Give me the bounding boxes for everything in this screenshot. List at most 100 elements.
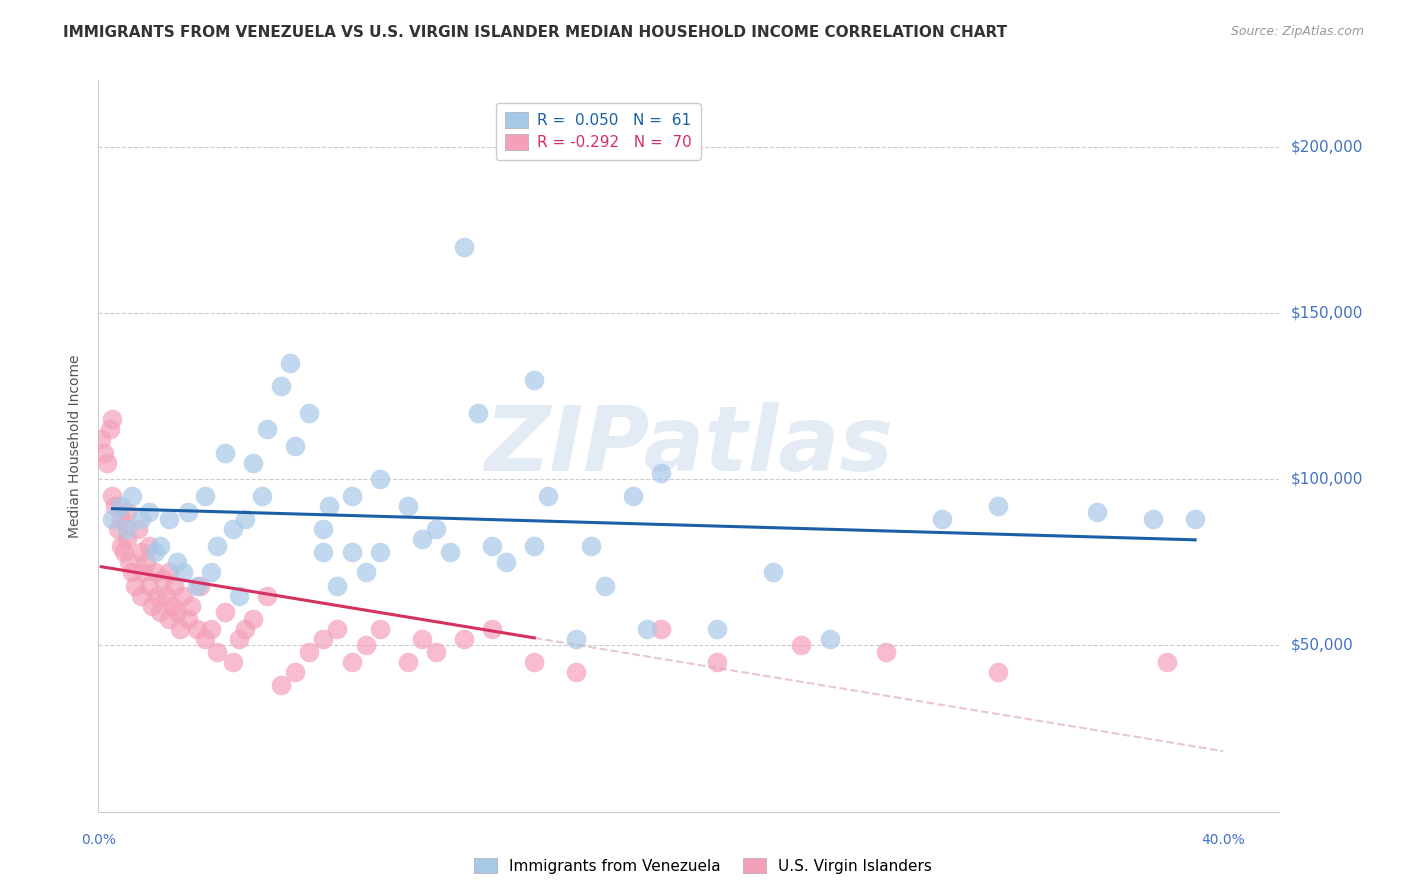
Point [222,655,245,669]
Point [200,566,222,580]
Point [453,632,475,646]
Point [593,579,616,593]
Point [481,622,503,636]
Point [118,555,141,569]
Point [354,566,377,580]
Point [411,632,433,646]
Point [875,645,897,659]
Point [186,622,208,636]
Text: $200,000: $200,000 [1291,139,1362,154]
Point [115,522,138,536]
Point [149,539,172,553]
Point [143,566,166,580]
Point [160,599,183,613]
Point [495,555,517,569]
Point [706,655,728,669]
Legend: Immigrants from Venezuela, U.S. Virgin Islanders: Immigrants from Venezuela, U.S. Virgin I… [468,852,938,880]
Point [396,499,419,513]
Point [101,489,124,503]
Point [1156,655,1178,669]
Point [987,665,1010,679]
Point [141,599,163,613]
Point [157,566,180,580]
Point [124,579,146,593]
Point [101,412,124,426]
Text: ZIPatlas: ZIPatlas [485,402,893,490]
Point [200,622,222,636]
Point [90,433,112,447]
Point [132,566,155,580]
Point [205,539,228,553]
Point [326,622,349,636]
Point [233,512,256,526]
Point [523,372,546,386]
Point [256,422,278,436]
Point [621,489,644,503]
Y-axis label: Median Household Income: Median Household Income [69,354,83,538]
Point [194,632,217,646]
Point [340,655,363,669]
Point [1085,506,1108,520]
Point [129,589,152,603]
Point [1184,512,1206,526]
Point [143,545,166,559]
Point [177,506,200,520]
Point [340,545,363,559]
Point [270,379,292,393]
Point [298,406,321,420]
Point [228,632,250,646]
Point [396,655,419,669]
Point [138,539,160,553]
Point [129,545,152,559]
Text: $50,000: $50,000 [1291,638,1354,653]
Legend: R =  0.050   N =  61, R = -0.292   N =  70: R = 0.050 N = 61, R = -0.292 N = 70 [496,103,702,160]
Point [818,632,841,646]
Point [214,605,236,619]
Point [121,566,143,580]
Point [172,589,194,603]
Point [101,512,124,526]
Point [453,239,475,253]
Point [312,545,335,559]
Point [166,555,188,569]
Point [425,522,447,536]
Point [636,622,658,636]
Point [121,489,143,503]
Point [135,555,157,569]
Point [650,622,672,636]
Point [129,512,152,526]
Point [180,599,202,613]
Point [270,678,292,692]
Point [326,579,349,593]
Point [188,579,211,593]
Point [340,489,363,503]
Point [138,579,160,593]
Point [762,566,785,580]
Point [110,512,132,526]
Point [354,639,377,653]
Point [186,579,208,593]
Point [284,439,307,453]
Point [115,532,138,546]
Point [298,645,321,659]
Point [318,499,340,513]
Point [155,589,177,603]
Point [312,632,335,646]
Point [152,572,174,586]
Text: 40.0%: 40.0% [1201,832,1246,847]
Point [107,522,129,536]
Point [439,545,461,559]
Text: 0.0%: 0.0% [82,832,115,847]
Point [127,522,149,536]
Point [368,622,391,636]
Point [166,605,188,619]
Point [169,622,191,636]
Point [163,579,186,593]
Point [157,512,180,526]
Point [481,539,503,553]
Point [205,645,228,659]
Text: $100,000: $100,000 [1291,472,1362,487]
Point [411,532,433,546]
Point [706,622,728,636]
Point [115,506,138,520]
